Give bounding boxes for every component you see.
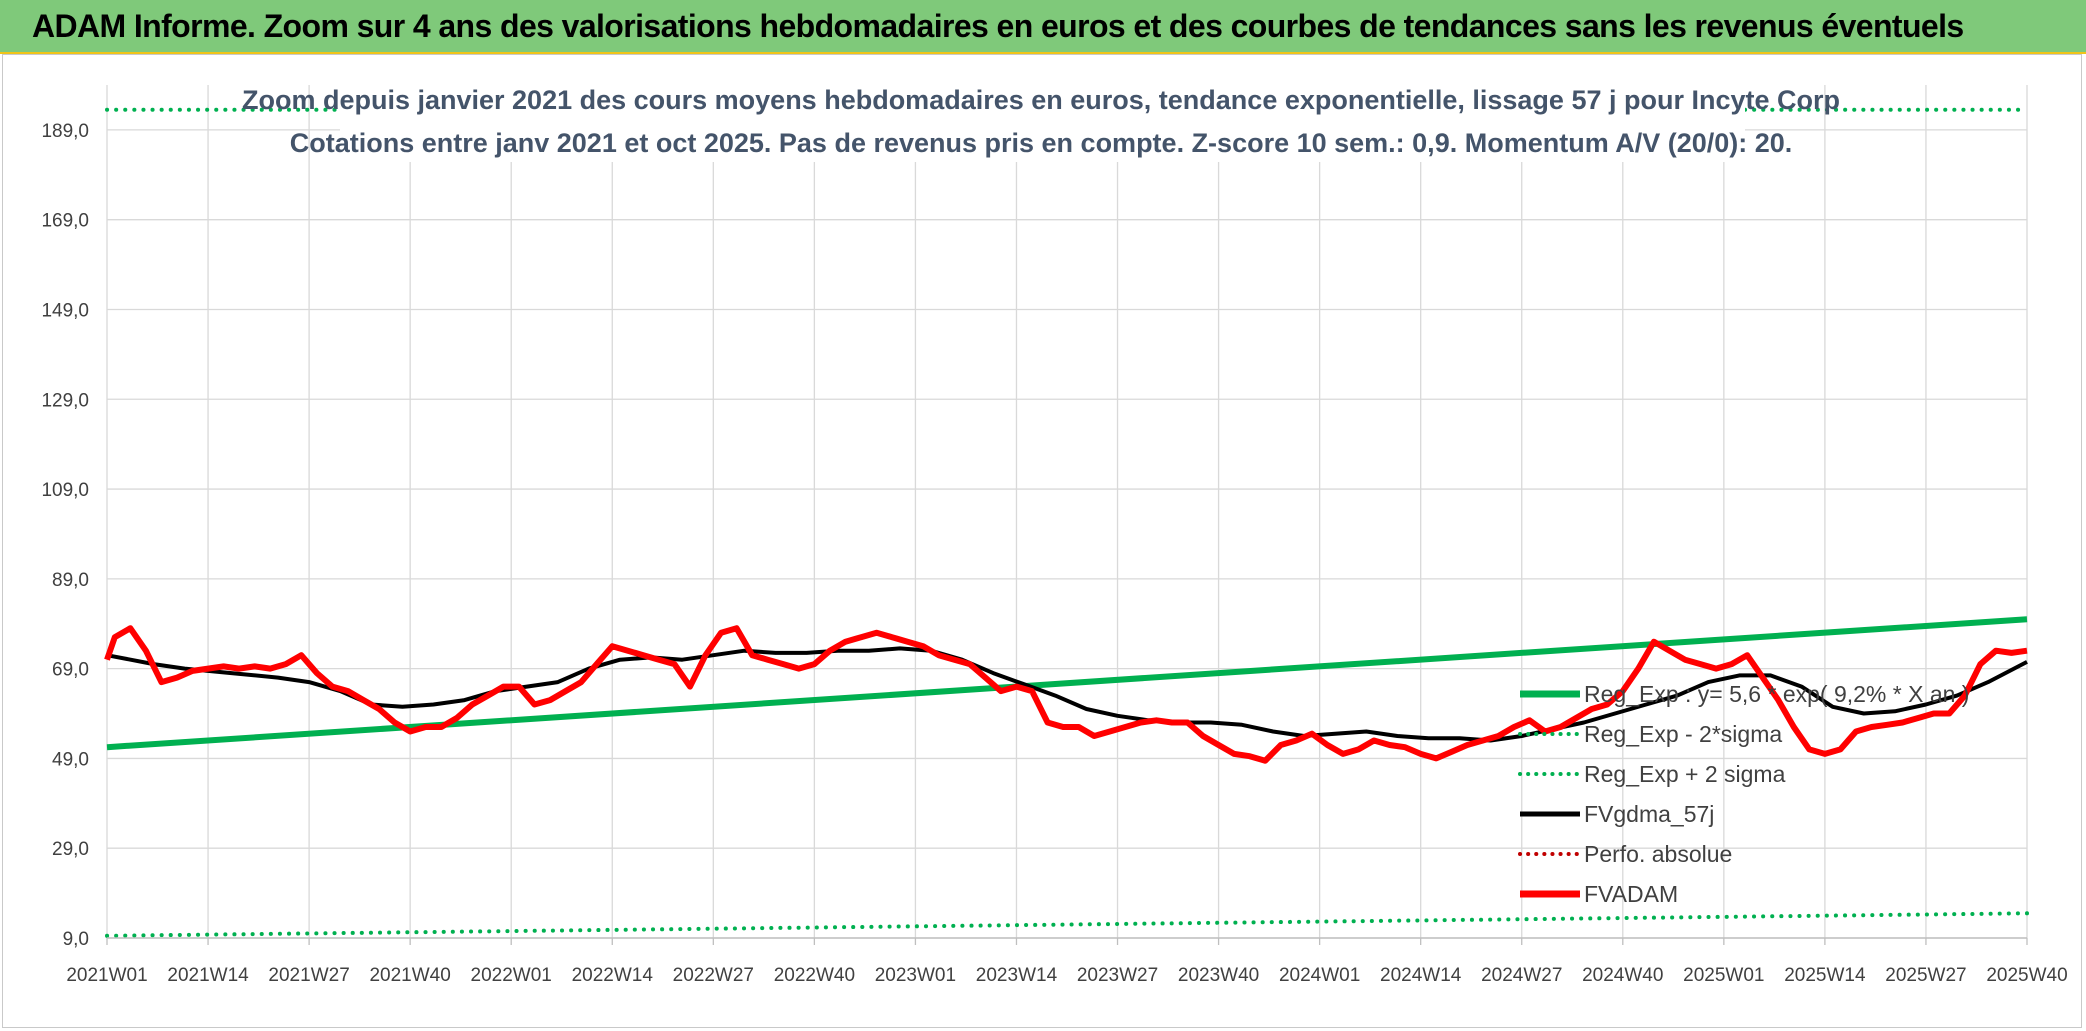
header-banner: ADAM Informe. Zoom sur 4 ans des valoris…	[0, 0, 2086, 54]
grid-lines	[106, 85, 2028, 939]
x-tick-label: 2025W14	[1784, 965, 1866, 986]
legend-label: Reg_Exp : y= 5,6 * exp( 9,2% * X an )	[1584, 681, 1969, 707]
x-tick-label: 2025W01	[1683, 965, 1764, 986]
x-tick-label: 2024W01	[1279, 965, 1360, 986]
series-fvgdma-57j	[106, 646, 2028, 743]
x-tick-label: 2021W27	[268, 965, 349, 986]
chart-title-line-1: Zoom depuis janvier 2021 des cours moyen…	[242, 85, 1840, 115]
x-tick-label: 2023W14	[976, 965, 1058, 986]
legend-label: FVADAM	[1584, 881, 1678, 907]
page-title: ADAM Informe. Zoom sur 4 ans des valoris…	[32, 8, 1964, 44]
x-tick-label: 2023W27	[1077, 965, 1158, 986]
x-tick-label: 2025W27	[1885, 965, 1966, 986]
legend-label: Perfo. absolue	[1584, 841, 1732, 867]
chart-title-line-2: Cotations entre janv 2021 et oct 2025. P…	[290, 128, 1793, 158]
x-tick-label: 2022W01	[471, 965, 552, 986]
series-layer	[104, 107, 2029, 938]
y-axis: 9,0 29,0 49,0 69,0 89,0 109,0 129,0 149,0 169,0 1…	[41, 121, 89, 950]
legend-label: FVgdma_57j	[1584, 801, 1714, 827]
y-tick-label: 89,0	[52, 570, 89, 591]
x-tick-label: 2022W40	[774, 965, 855, 986]
chart-title-background	[340, 78, 1745, 162]
x-tick-label: 2025W40	[1986, 965, 2067, 986]
x-tick-label: 2021W40	[369, 965, 450, 986]
legend-label: Reg_Exp - 2*sigma	[1584, 721, 1782, 747]
x-tick-label: 2021W14	[167, 965, 249, 986]
y-tick-label: 49,0	[52, 749, 89, 770]
y-tick-label: 9,0	[63, 929, 89, 950]
x-tick-label: 2023W40	[1178, 965, 1259, 986]
legend-label: Reg_Exp + 2 sigma	[1584, 761, 1786, 787]
x-tick-label: 2024W40	[1582, 965, 1663, 986]
y-tick-label: 69,0	[52, 660, 89, 681]
y-tick-label: 29,0	[52, 839, 89, 860]
y-tick-label: 149,0	[41, 300, 89, 321]
legend: Reg_Exp : y= 5,6 * exp( 9,2% * X an ) Reg…	[1518, 681, 1969, 907]
x-axis: 2021W01 2021W14 2021W27 2021W40 2022W01 2022W…	[66, 937, 2068, 986]
y-tick-label: 109,0	[41, 480, 89, 501]
series-fvadam	[104, 625, 2028, 764]
x-tick-label: 2022W14	[572, 965, 654, 986]
y-tick-label: 169,0	[41, 211, 89, 232]
x-tick-label: 2024W14	[1380, 965, 1462, 986]
y-tick-label: 129,0	[41, 390, 89, 411]
x-tick-label: 2022W27	[673, 965, 754, 986]
series-reg-exp-minus-2-sigma	[105, 911, 2029, 938]
chart-frame	[2, 54, 2082, 1028]
x-tick-label: 2023W01	[875, 965, 956, 986]
x-tick-label: 2021W01	[66, 965, 147, 986]
x-tick-label: 2024W27	[1481, 965, 1562, 986]
y-tick-label: 189,0	[41, 121, 89, 142]
